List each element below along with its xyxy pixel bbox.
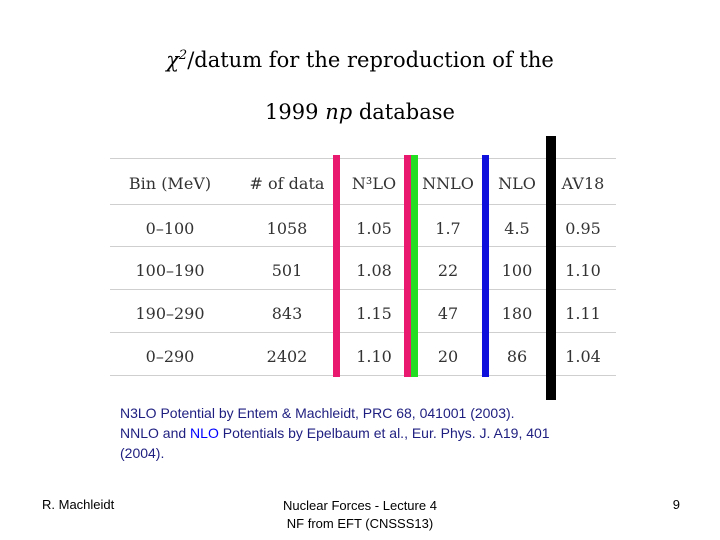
cell-n3lo: 1.08 xyxy=(356,261,392,280)
nnlo-right-highlight-bar xyxy=(411,155,418,377)
caption-nnlo: NNLO xyxy=(120,425,159,441)
cell-num-data: 2402 xyxy=(266,347,308,366)
cell-n3lo: 1.10 xyxy=(356,347,392,366)
header-nlo: NLO xyxy=(498,174,536,193)
cell-nlo: 180 xyxy=(501,304,533,323)
caption-and: and xyxy=(158,425,191,441)
cell-av18: 1.11 xyxy=(565,304,601,323)
header-num-data: # of data xyxy=(249,174,325,193)
cell-nlo: 4.5 xyxy=(504,219,530,238)
chi-power: 2 xyxy=(178,48,188,63)
cell-num-data: 843 xyxy=(271,304,303,323)
n3lo-highlight-bar xyxy=(333,155,340,377)
header-av18: AV18 xyxy=(561,174,605,193)
cell-nnlo: 1.7 xyxy=(435,219,461,238)
cell-nnlo: 20 xyxy=(437,347,459,366)
cell-av18: 0.95 xyxy=(565,219,601,238)
table-rule-row3 xyxy=(110,332,616,333)
nlo-highlight-bar xyxy=(482,155,489,377)
header-n3lo: N³LO xyxy=(351,174,397,193)
title-database: database xyxy=(358,100,455,124)
caption-nlo: NLO xyxy=(190,425,219,441)
chi2-table: Bin (MeV) # of data N³LO NNLO NLO AV18 0… xyxy=(110,136,616,400)
cell-bin: 190–290 xyxy=(135,304,205,323)
header-nnlo: NNLO xyxy=(422,174,474,193)
cell-bin: 100–190 xyxy=(135,261,205,280)
cell-nnlo: 47 xyxy=(437,304,459,323)
cell-bin: 0–100 xyxy=(145,219,195,238)
title-line1-text: /datum for the reproduction of the xyxy=(187,48,554,72)
footer-course: NF from EFT (CNSSS13) xyxy=(286,516,434,531)
cell-bin: 0–290 xyxy=(145,347,195,366)
cell-n3lo: 1.15 xyxy=(356,304,392,323)
caption-line2-rest: Potentials by Epelbaum et al., Eur. Phys… xyxy=(218,425,550,441)
cell-nnlo: 22 xyxy=(437,261,459,280)
title-np: np xyxy=(325,100,353,124)
title-year: 1999 xyxy=(265,100,319,124)
table-rule-header xyxy=(110,204,616,205)
slide-title-line2: 1999 np database xyxy=(0,100,720,124)
cell-nlo: 86 xyxy=(506,347,528,366)
footer-page-number: 9 xyxy=(672,497,680,512)
table-rule-top xyxy=(110,158,616,159)
table-rule-row2 xyxy=(110,289,616,290)
cell-num-data: 1058 xyxy=(266,219,308,238)
nnlo-left-highlight-bar xyxy=(404,155,411,377)
reference-caption: N3LO Potential by Entem & Machleidt, PRC… xyxy=(120,403,640,463)
table-rule-bottom xyxy=(110,375,616,376)
cell-av18: 1.10 xyxy=(565,261,601,280)
caption-line1: N3LO Potential by Entem & Machleidt, PRC… xyxy=(120,405,515,421)
cell-nlo: 100 xyxy=(501,261,533,280)
footer-center: Nuclear Forces - Lecture 4 NF from EFT (… xyxy=(230,497,490,533)
footer-lecture: Nuclear Forces - Lecture 4 xyxy=(283,498,437,513)
av18-highlight-bar xyxy=(546,136,556,400)
cell-n3lo: 1.05 xyxy=(356,219,392,238)
table-rule-row1 xyxy=(110,246,616,247)
footer-author: R. Machleidt xyxy=(42,497,115,512)
header-bin: Bin (MeV) xyxy=(128,174,212,193)
chi-symbol: χ2 xyxy=(166,48,188,72)
caption-line2: NNLO and NLO Potentials by Epelbaum et a… xyxy=(120,423,640,443)
cell-av18: 1.04 xyxy=(565,347,601,366)
slide-title-line1: χ2/datum for the reproduction of the xyxy=(0,48,720,72)
caption-line3: (2004). xyxy=(120,445,165,461)
cell-num-data: 501 xyxy=(271,261,303,280)
